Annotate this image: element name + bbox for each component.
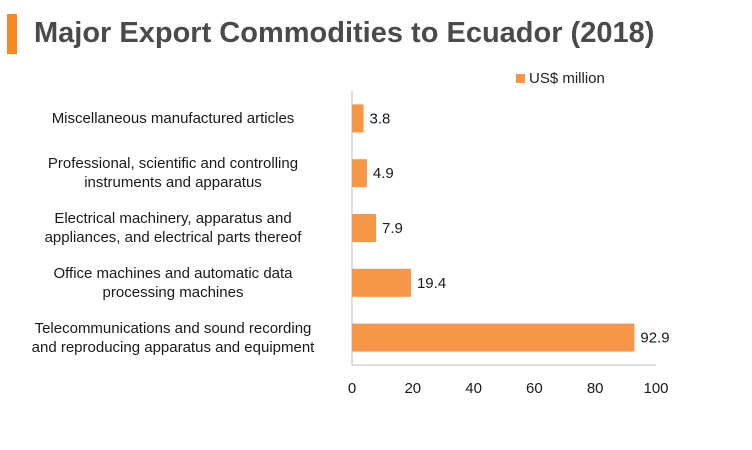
x-tick-label: 100 xyxy=(643,380,668,397)
category-label-line: and reproducing apparatus and equipment xyxy=(31,338,315,356)
bar xyxy=(352,159,367,188)
page-title: Major Export Commodities to Ecuador (201… xyxy=(34,17,655,49)
category-label-line: Office machines and automatic data xyxy=(53,264,293,282)
category-label-line: Electrical machinery, apparatus and xyxy=(54,210,292,227)
title-accent-bar xyxy=(7,14,17,54)
bar xyxy=(352,268,411,297)
bar xyxy=(352,323,635,352)
x-tick-label: 60 xyxy=(526,380,543,397)
bar xyxy=(352,214,377,242)
data-label: 4.9 xyxy=(373,165,394,182)
category-label: Electrical machinery, apparatus and appli… xyxy=(8,209,338,247)
category-label: Office machines and automatic data proces… xyxy=(8,264,338,302)
data-label: 92.9 xyxy=(640,330,669,347)
category-label-line: Telecommunications and sound recording xyxy=(34,319,312,337)
legend-swatch xyxy=(516,74,525,83)
category-label-line: instruments and apparatus xyxy=(84,174,262,192)
x-tick-label: 0 xyxy=(348,380,356,397)
x-tick-label: 40 xyxy=(465,380,482,397)
legend-label: US$ million xyxy=(529,70,605,87)
data-label: 7.9 xyxy=(382,220,403,237)
x-tick-label: 80 xyxy=(587,380,604,397)
legend: US$ million xyxy=(516,70,605,87)
category-label: Professional, scientific and controlling… xyxy=(8,154,338,192)
category-label: Telecommunications and sound recording an… xyxy=(8,319,338,357)
category-label-line: processing machines xyxy=(102,283,244,301)
data-label: 3.8 xyxy=(370,110,391,127)
category-label-line: Miscellaneous manufactured articles xyxy=(51,109,295,127)
x-tick-label: 20 xyxy=(404,380,421,397)
category-label: Miscellaneous manufactured articles xyxy=(8,109,338,128)
category-label-line: appliances, and electrical parts thereof xyxy=(44,229,302,246)
category-label-line: Professional, scientific and controlling xyxy=(47,155,299,173)
bar xyxy=(352,104,364,133)
data-label: 19.4 xyxy=(417,275,446,292)
